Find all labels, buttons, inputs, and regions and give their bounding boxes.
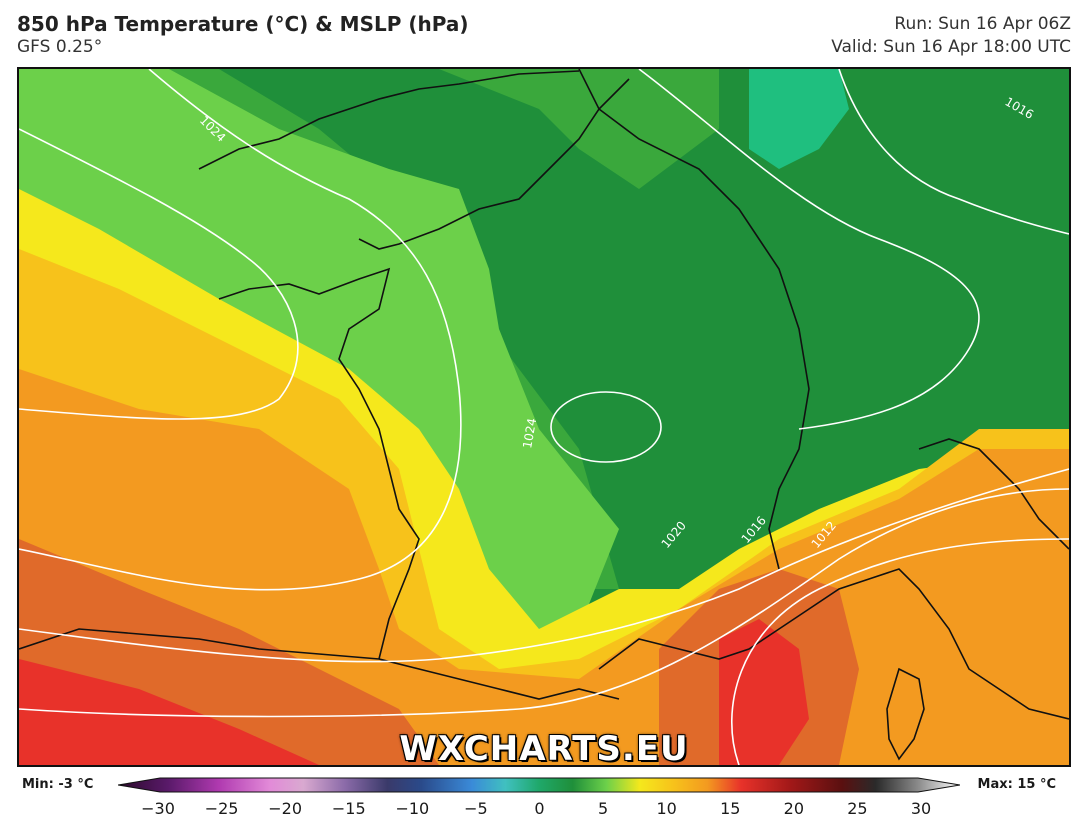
color-scale-bar — [118, 777, 960, 793]
coast-england — [198, 70, 580, 170]
scale-ticks: −30 −25 −20 −15 −10 −5 0 5 10 15 20 25 30 — [0, 799, 1088, 821]
chart-title: 850 hPa Temperature (°C) & MSLP (hPa) — [17, 12, 469, 36]
isobar-1024-south — [19, 128, 299, 420]
valid-time: Valid: Sun 16 Apr 18:00 UTC — [831, 37, 1071, 57]
isobar-1016-ne2 — [838, 69, 1069, 235]
run-time: Run: Sun 16 Apr 06Z — [894, 14, 1071, 34]
model-label: GFS 0.25° — [17, 37, 103, 57]
scale-tick-label: 5 — [597, 799, 609, 818]
scale-tick-label: 30 — [910, 799, 932, 818]
isobar-1020 — [19, 468, 1069, 663]
coast-corsica — [886, 667, 925, 761]
scale-tick-label: 25 — [847, 799, 868, 818]
coast-mediterranean — [598, 568, 1069, 720]
isobars — [19, 69, 1069, 765]
map-svg: 1024 1016 1024 1020 1016 1012 — [19, 69, 1069, 765]
isobar-1016-ne — [638, 69, 980, 430]
isobar-1024-low — [550, 391, 662, 463]
scale-tick-label: 20 — [783, 799, 805, 818]
isobar-1024-north — [19, 69, 462, 591]
scale-tick-label: −10 — [395, 799, 430, 818]
weather-map[interactable]: 1024 1016 1024 1020 1016 1012 WXCHARTS.E… — [17, 67, 1071, 767]
scale-tick-label: −25 — [204, 799, 239, 818]
scale-tick-label: −30 — [141, 799, 175, 818]
temp-field-teal — [749, 69, 849, 169]
temp-field-red — [19, 619, 809, 765]
scale-gradient — [118, 777, 960, 793]
coast-spain-north — [19, 628, 380, 660]
isobar-1016 — [19, 488, 1069, 718]
scale-min-label: Min: -3 °C — [22, 777, 94, 792]
coast-france-north — [358, 78, 630, 250]
watermark: WXCHARTS.EU — [399, 729, 689, 767]
isobar-1012 — [731, 538, 1069, 765]
coast-italy — [918, 438, 1069, 550]
scale-tick-label: −5 — [464, 799, 488, 818]
border-pyrenees — [378, 658, 620, 700]
scale-tick-label: −20 — [268, 799, 303, 818]
scale-tick-label: 15 — [720, 799, 741, 818]
isobar-label: 1024 — [520, 417, 539, 450]
border-east — [578, 69, 810, 570]
scale-tick-label: 10 — [656, 799, 677, 818]
scale-tick-label: −15 — [331, 799, 366, 818]
scale-tick-label: 0 — [534, 799, 545, 818]
scale-max-label: Max: 15 °C — [977, 777, 1056, 792]
temp-field-red-orange — [19, 539, 859, 765]
